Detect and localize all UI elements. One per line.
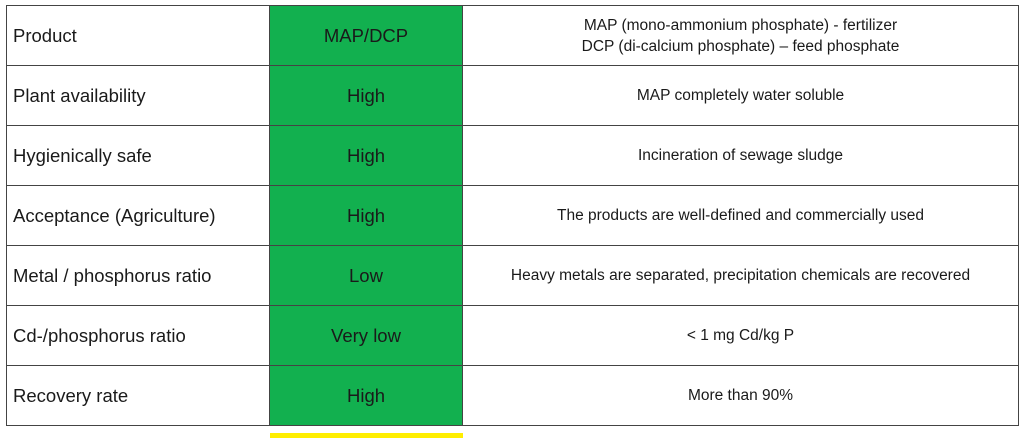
row-label-acceptance: Acceptance (Agriculture) <box>7 186 270 246</box>
row-rating-acceptance: High <box>270 186 463 246</box>
row-label-plant-availability: Plant availability <box>7 66 270 126</box>
row-desc-plant-availability: MAP completely water soluble <box>463 66 1019 126</box>
row-label-product: Product <box>7 6 270 66</box>
row-desc-recovery-rate: More than 90% <box>463 366 1019 426</box>
bottom-highlight-strip <box>270 433 463 438</box>
row-desc-cd-phosphorus-ratio: < 1 mg Cd/kg P <box>463 306 1019 366</box>
row-desc-line: DCP (di-calcium phosphate) – feed phosph… <box>581 37 900 55</box>
row-desc-line: MAP (mono-ammonium phosphate) - fertiliz… <box>583 16 898 34</box>
row-desc-product: MAP (mono-ammonium phosphate) - fertiliz… <box>463 6 1019 66</box>
row-rating-cd-phosphorus-ratio: Very low <box>270 306 463 366</box>
row-desc-metal-phosphorus-ratio: Heavy metals are separated, precipitatio… <box>463 246 1019 306</box>
row-label-recovery-rate: Recovery rate <box>7 366 270 426</box>
row-rating-hygienically-safe: High <box>270 126 463 186</box>
row-label-hygienically-safe: Hygienically safe <box>7 126 270 186</box>
row-label-cd-phosphorus-ratio: Cd-/phosphorus ratio <box>7 306 270 366</box>
row-rating-product: MAP/DCP <box>270 6 463 66</box>
row-rating-plant-availability: High <box>270 66 463 126</box>
row-desc-hygienically-safe: Incineration of sewage sludge <box>463 126 1019 186</box>
row-desc-acceptance: The products are well-defined and commer… <box>463 186 1019 246</box>
row-label-metal-phosphorus-ratio: Metal / phosphorus ratio <box>7 246 270 306</box>
properties-table: Product MAP/DCP MAP (mono-ammonium phosp… <box>6 5 1019 426</box>
row-rating-recovery-rate: High <box>270 366 463 426</box>
row-rating-metal-phosphorus-ratio: Low <box>270 246 463 306</box>
